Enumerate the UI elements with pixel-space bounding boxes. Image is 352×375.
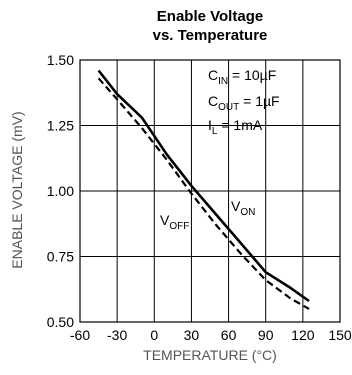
label-von-main: V [231, 198, 241, 214]
y-tick-label: 1.50 [47, 52, 74, 68]
annotation-cout: COUT = 1µF [208, 93, 280, 113]
annotation-cout-rest: = 1µF [239, 93, 279, 109]
annotation-cin-sub: IN [218, 76, 228, 87]
plot-frame [79, 59, 341, 323]
series [97, 69, 310, 310]
series-line-v-on [97, 69, 310, 303]
label-von-sub: ON [240, 207, 255, 218]
x-tick-label: -30 [107, 327, 127, 343]
y-tick-label: 0.50 [47, 314, 74, 330]
x-tick-label: 0 [150, 327, 158, 343]
y-axis-label: ENABLE VOLTAGE (mV) [9, 111, 25, 268]
annotation-cin: CIN = 10µF [208, 67, 276, 87]
x-tick-label: 90 [258, 327, 274, 343]
annotations: CIN = 10µF COUT = 1µF IL = 1mA VON VOFF [160, 67, 280, 232]
annotation-il-rest: = 1mA [217, 117, 262, 133]
annotation-cout-main: C [208, 93, 218, 109]
annotation-cin-rest: = 10µF [228, 67, 276, 83]
label-voff-sub: OFF [169, 221, 189, 232]
x-tick-label: 30 [184, 327, 200, 343]
series-line-v-off [97, 77, 310, 310]
x-tick-label: 60 [221, 327, 237, 343]
label-voff: VOFF [160, 212, 189, 232]
chart-subtitle: vs. Temperature [153, 27, 268, 44]
tick-labels: -60 -30 0 30 60 90 120 150 0.50 0.75 1.00 1.25 1.50 [47, 52, 352, 343]
label-von: VON [231, 198, 255, 218]
annotation-cout-sub: OUT [218, 102, 239, 113]
x-axis-label: TEMPERATURE (°C) [143, 347, 277, 363]
x-tick-label: 120 [291, 327, 315, 343]
y-tick-label: 0.75 [47, 249, 74, 265]
annotation-cin-main: C [208, 67, 218, 83]
x-tick-label: -60 [70, 327, 90, 343]
chart-title: Enable Voltage [157, 8, 263, 25]
x-tick-label: 150 [328, 327, 352, 343]
annotation-il-sub: L [212, 126, 218, 137]
y-tick-label: 1.25 [47, 118, 74, 134]
annotation-il-main: I [208, 117, 212, 133]
annotation-il: IL = 1mA [208, 117, 263, 137]
y-tick-label: 1.00 [47, 183, 74, 199]
label-voff-main: V [160, 212, 170, 228]
